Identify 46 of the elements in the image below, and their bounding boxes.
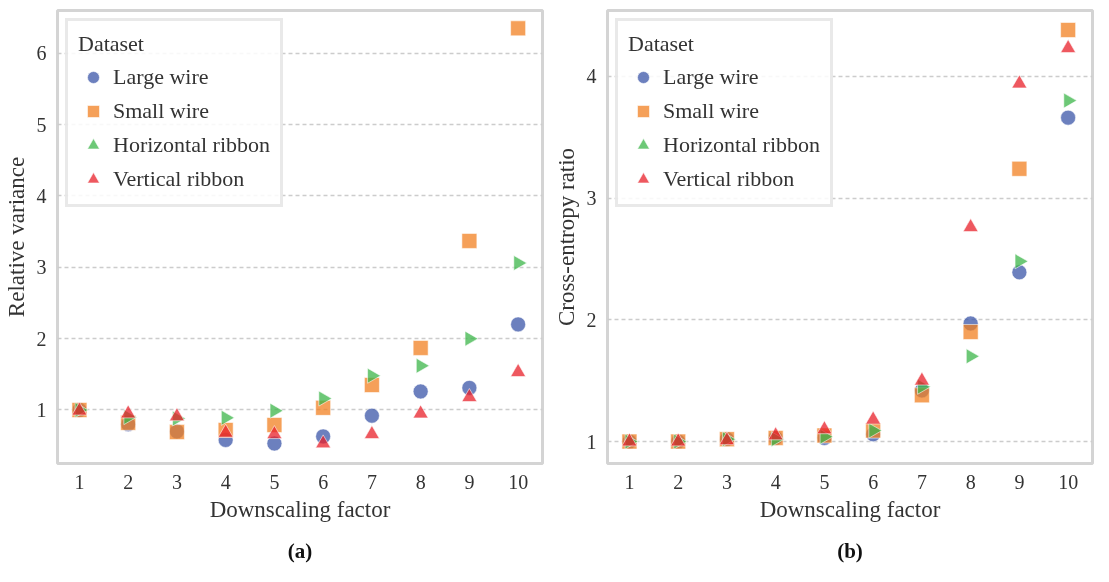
y-axis-title: Cross-entropy ratio bbox=[553, 147, 579, 327]
legend-label: Large wire bbox=[113, 63, 209, 91]
x-tick-label: 7 bbox=[366, 470, 377, 493]
legend-label: Small wire bbox=[663, 97, 759, 125]
x-tick-label: 2 bbox=[673, 470, 684, 493]
x-tick-label: 8 bbox=[965, 470, 976, 493]
y-tick-label: 5 bbox=[36, 113, 47, 136]
legend-label: Horizontal ribbon bbox=[663, 131, 821, 159]
legend-title: Dataset bbox=[628, 31, 695, 57]
y-tick-label: 1 bbox=[36, 399, 47, 421]
x-tick-label: 4 bbox=[220, 470, 231, 493]
legend-title: Dataset bbox=[78, 31, 145, 57]
x-tick-label: 3 bbox=[171, 470, 182, 493]
x-axis-title: Downscaling factor bbox=[759, 496, 941, 522]
y-tick-label: 6 bbox=[36, 42, 47, 65]
y-tick-label: 1 bbox=[586, 430, 597, 453]
x-tick-label: 10 bbox=[508, 470, 529, 493]
legend-label: Vertical ribbon bbox=[663, 165, 795, 193]
y-tick-label: 2 bbox=[586, 308, 597, 331]
legend-label: Vertical ribbon bbox=[113, 165, 245, 193]
x-tick-label: 9 bbox=[1014, 470, 1025, 493]
x-tick-label: 5 bbox=[819, 470, 830, 493]
x-axis-title: Downscaling factor bbox=[209, 496, 391, 522]
legend-label: Small wire bbox=[113, 97, 209, 125]
text: (a) bbox=[287, 539, 313, 563]
x-tick-label: 6 bbox=[318, 470, 329, 493]
x-tick-label: 9 bbox=[464, 470, 475, 493]
legend-label: Horizontal ribbon bbox=[113, 131, 271, 159]
y-tick-label: 3 bbox=[36, 256, 47, 279]
x-tick-label: 2 bbox=[123, 470, 134, 493]
x-tick-label: 10 bbox=[1058, 470, 1079, 493]
x-tick-label: 1 bbox=[624, 470, 635, 493]
text: (b) bbox=[837, 539, 863, 563]
y-tick-label: 4 bbox=[586, 65, 597, 88]
legend-label: Large wire bbox=[663, 63, 759, 91]
x-tick-label: 5 bbox=[269, 470, 280, 493]
y-tick-label: 4 bbox=[36, 184, 47, 207]
x-tick-label: 4 bbox=[770, 470, 781, 493]
x-tick-label: 1 bbox=[74, 470, 85, 493]
x-tick-label: 3 bbox=[721, 470, 732, 493]
y-axis-title: Relative variance bbox=[3, 156, 29, 318]
x-tick-label: 7 bbox=[916, 470, 927, 493]
y-tick-label: 3 bbox=[586, 187, 597, 210]
x-tick-label: 8 bbox=[415, 470, 426, 493]
x-tick-label: 6 bbox=[868, 470, 879, 493]
y-tick-label: 2 bbox=[36, 327, 47, 350]
